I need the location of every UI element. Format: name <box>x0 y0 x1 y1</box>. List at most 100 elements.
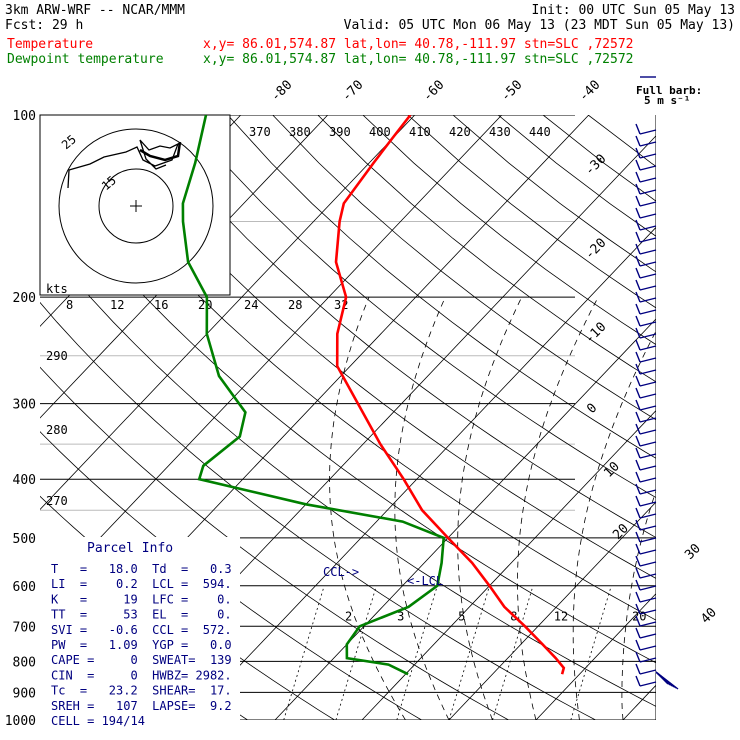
pressure-label: 900 <box>13 686 36 701</box>
pressure-label: 800 <box>13 655 36 670</box>
hodograph: 25 15 kts <box>39 114 231 296</box>
parcel-info-row: CELL = 194/14 <box>51 714 145 728</box>
wind-barb <box>639 501 657 507</box>
parcel-info-panel: Parcel Info T = 18.0 Td = 0.3LI = 0.2 LC… <box>40 537 240 728</box>
wind-barb <box>639 633 657 639</box>
wind-barb <box>639 381 657 387</box>
wind-barb <box>639 297 657 303</box>
pressure-label: 500 <box>13 532 36 547</box>
isotherm-line <box>361 409 656 720</box>
wind-barb <box>639 201 657 207</box>
wind-barb <box>639 141 657 147</box>
wind-barb <box>639 681 657 687</box>
theta-label: 370 <box>249 125 271 139</box>
pressure-label: 700 <box>13 620 36 635</box>
dry-adiabat <box>587 115 656 167</box>
wind-barb <box>639 417 657 423</box>
theta-label: 380 <box>289 125 311 139</box>
barb-legend-value: 5 m s⁻¹ <box>644 94 690 107</box>
parcel-info-row: K = 19 LFC = 0. <box>51 592 232 606</box>
mixing-ratio-line <box>335 585 377 720</box>
dewpoint-trace <box>181 115 446 676</box>
isotherm-label: -70 <box>339 78 366 105</box>
wind-barb <box>639 309 657 315</box>
lcl-marker: <-LCL <box>407 574 443 588</box>
wind-barb <box>639 453 657 459</box>
isotherm-label: 10 <box>601 459 623 481</box>
wind-barb <box>639 273 657 279</box>
init-time: Init: 00 UTC Sun 05 May 13 <box>532 3 736 18</box>
hodograph-units: kts <box>46 282 68 296</box>
wind-barb <box>639 645 657 651</box>
wind-barb <box>639 441 657 447</box>
isotherm-label: 0 <box>584 401 600 417</box>
wind-barb <box>639 249 657 255</box>
dry-adiabat <box>40 170 656 664</box>
dry-adiabat <box>40 366 509 720</box>
wind-barb <box>639 537 657 543</box>
wind-barb <box>639 657 657 663</box>
dry-adiabat <box>317 115 656 383</box>
isotherm-label: -20 <box>582 236 609 263</box>
isotherm-label: -80 <box>268 78 295 105</box>
mixing-ratio-line <box>448 585 490 720</box>
dry-adiabat <box>227 115 656 459</box>
moist-adiabat <box>329 296 406 720</box>
isotherm-label: -40 <box>576 78 603 105</box>
theta-label: 430 <box>489 125 511 139</box>
wind-barb <box>639 333 657 339</box>
isotherm-label: 20 <box>610 521 632 543</box>
wind-barb <box>639 165 657 171</box>
parcel-info-row: LI = 0.2 LCL = 594. <box>51 577 232 591</box>
wind-barb <box>639 213 657 219</box>
theta-label: 420 <box>449 125 471 139</box>
wind-barb <box>639 525 657 531</box>
legend-dewpoint: Dewpoint temperature <box>7 52 164 67</box>
wind-barb <box>639 669 657 675</box>
pressure-label: 300 <box>13 398 36 413</box>
adiabat-side-label: 280 <box>46 423 68 437</box>
parcel-info-row: TT = 53 EL = 0. <box>51 608 232 622</box>
isotherm-line <box>710 115 740 720</box>
mixing-ratio-line <box>570 585 612 720</box>
wind-barb <box>639 549 657 555</box>
parcel-info-row: SVI = -0.6 CCL = 572. <box>51 623 232 637</box>
wind-barb <box>639 573 657 579</box>
adiabat-side-label: 270 <box>46 494 68 508</box>
valid-time: Valid: 05 UTC Mon 06 May 13 (23 MDT Sun … <box>344 18 735 33</box>
moist-adiabat <box>517 296 599 720</box>
wind-barb <box>639 597 657 603</box>
mixing-ratio-label: 12 <box>554 609 568 623</box>
ccl-marker: CCL-> <box>323 565 359 579</box>
wind-barb <box>639 225 657 231</box>
dry-adiabat <box>40 236 656 707</box>
wind-barb <box>639 261 657 267</box>
dry-adiabat <box>272 115 656 421</box>
wind-barb <box>639 513 657 519</box>
moist-adiabat <box>394 296 450 720</box>
dewpoint-station-info: x,y= 86.01,574.87 lat,lon= 40.78,-111.97… <box>203 52 633 67</box>
wind-barb <box>639 369 657 375</box>
wind-barb <box>655 671 679 690</box>
theta-label: 390 <box>329 125 351 139</box>
moist-adiabat <box>621 489 656 720</box>
mixing-ratio-line <box>396 585 438 720</box>
wind-barb <box>639 129 657 135</box>
wind-barb <box>639 153 657 159</box>
wind-speed-label: 12 <box>110 298 124 312</box>
dry-adiabat <box>182 115 656 498</box>
wind-barb <box>639 189 657 195</box>
dry-adiabat <box>362 115 656 346</box>
wind-barb <box>639 177 657 183</box>
forecast-hour: Fcst: 29 h <box>5 18 83 33</box>
wind-barb <box>639 585 657 591</box>
wind-barb <box>639 489 657 495</box>
mixing-ratio-label: 3 <box>397 609 404 623</box>
isotherm-label: -10 <box>582 320 609 347</box>
moist-adiabat <box>572 330 656 720</box>
pressure-label: 1000 <box>5 714 36 729</box>
parcel-info-title: Parcel Info <box>87 541 173 556</box>
isotherm-line <box>274 318 656 720</box>
mixing-ratio-label: 5 <box>458 609 465 623</box>
theta-label: 440 <box>529 125 551 139</box>
